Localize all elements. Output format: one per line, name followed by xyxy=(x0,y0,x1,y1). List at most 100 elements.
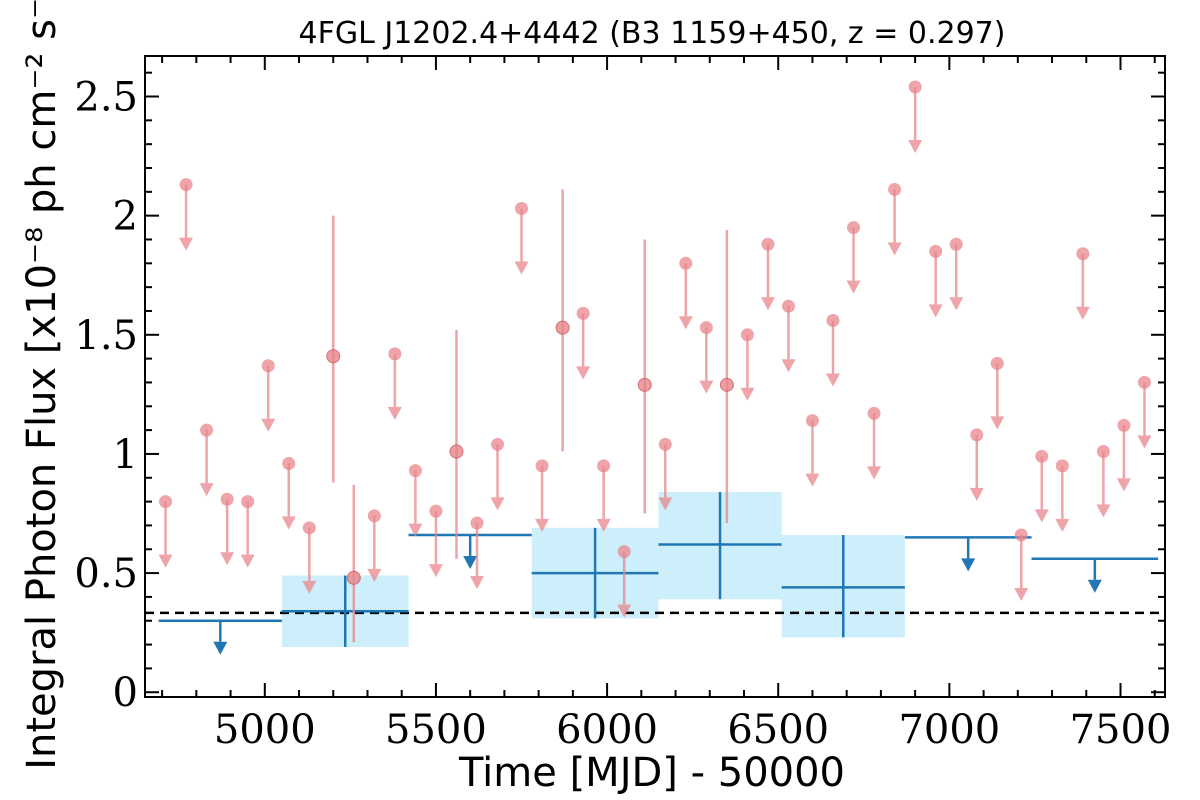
monthly-upper-limit-arrow xyxy=(781,306,796,373)
monthly-detection-point xyxy=(637,377,652,392)
monthly-upper-limit-arrow xyxy=(658,444,673,511)
upper-limit-arrowhead xyxy=(1096,504,1111,518)
upper-limit-arrowhead xyxy=(846,280,861,294)
monthly-upper-limit-arrow xyxy=(220,499,235,566)
plot-frame xyxy=(144,55,1166,698)
upper-limit-arrowhead xyxy=(158,554,173,568)
upper-limit-arrowhead xyxy=(428,564,443,578)
monthly-upper-limit-arrow xyxy=(490,444,505,511)
monthly-upper-limit-arrow xyxy=(825,320,840,387)
yearly-upper-limit-arrow xyxy=(1087,558,1102,593)
monthly-detection xyxy=(719,229,734,524)
monthly-upper-limit-arrow xyxy=(179,184,194,251)
monthly-upper-limit-arrow xyxy=(969,434,984,501)
monthly-upper-limit-arrow xyxy=(1096,451,1111,518)
monthly-upper-limit-arrow xyxy=(740,334,755,401)
upper-limit-arrowhead xyxy=(240,554,255,568)
monthly-upper-limit-arrow xyxy=(387,353,402,420)
upper-limit-arrowhead xyxy=(408,523,423,537)
monthly-upper-limit-arrow xyxy=(470,523,485,590)
monthly-upper-limit-arrow xyxy=(699,327,714,394)
monthly-upper-limit-arrow xyxy=(1055,465,1070,532)
upper-limit-arrowhead xyxy=(576,366,591,380)
upper-limit-arrowhead xyxy=(367,568,382,582)
x-tick-label: 5500 xyxy=(385,707,487,753)
monthly-detection-point xyxy=(346,570,361,585)
monthly-upper-limit-arrow xyxy=(678,263,693,330)
upper-limit-arrowhead xyxy=(867,466,882,480)
x-tick-label: 7500 xyxy=(1070,707,1172,753)
monthly-detection xyxy=(346,484,361,643)
upper-limit-arrowhead xyxy=(887,242,902,256)
yearly-detection xyxy=(531,527,659,619)
monthly-upper-limit-arrow xyxy=(428,511,443,578)
y-tick-label: 0 xyxy=(113,670,138,716)
upper-limit-arrowhead xyxy=(596,518,611,532)
upper-limit-arrowhead xyxy=(387,406,402,420)
plot-area: 5000 5500 6000 6500 7000 7500 0 0.5 1 1.5 2 2.5 xyxy=(74,55,1172,753)
upper-limit-arrowhead xyxy=(220,552,235,566)
monthly-upper-limit-arrow xyxy=(1075,253,1090,320)
x-tick-label: 5000 xyxy=(214,707,316,753)
y-tick-label: 2 xyxy=(113,194,138,240)
upper-limit-arrowhead xyxy=(302,580,317,594)
upper-limit-arrowhead xyxy=(535,518,550,532)
monthly-upper-limit-arrow xyxy=(846,227,861,294)
monthly-detection xyxy=(555,189,570,452)
monthly-upper-limit-arrow xyxy=(302,527,317,594)
upper-limit-arrowhead xyxy=(740,387,755,401)
upper-limit-arrowhead xyxy=(969,487,984,501)
upper-limit-arrowhead xyxy=(1034,509,1049,523)
upper-limit-arrowhead xyxy=(1075,306,1090,320)
upper-limit-arrowhead xyxy=(928,304,943,318)
monthly-detection-point xyxy=(719,377,734,392)
monthly-upper-limit-arrow xyxy=(514,208,529,275)
upper-limit-arrowhead xyxy=(199,483,214,497)
monthly-upper-limit-arrow xyxy=(928,251,943,318)
monthly-upper-limit-arrow xyxy=(1034,456,1049,523)
upper-limit-arrowhead xyxy=(760,297,775,311)
upper-limit-arrowhead xyxy=(261,418,276,432)
upper-limit-arrowhead xyxy=(617,604,632,618)
y-tick-label: 1.5 xyxy=(74,313,138,359)
upper-limit-arrowhead xyxy=(1137,435,1152,449)
y-tick-label: 1 xyxy=(113,432,138,478)
monthly-upper-limit-arrow xyxy=(867,413,882,480)
monthly-upper-limit-arrow xyxy=(1137,382,1152,449)
upper-limit-arrowhead xyxy=(825,373,840,387)
monthly-upper-limit-arrow xyxy=(805,420,820,487)
monthly-upper-limit-arrow xyxy=(760,244,775,311)
monthly-upper-limit-arrow xyxy=(158,501,173,568)
monthly-detection xyxy=(326,215,341,483)
yearly-upper-limit-arrow xyxy=(213,620,228,655)
monthly-upper-limit-arrow xyxy=(990,363,1005,430)
upper-limit-arrowhead xyxy=(1116,478,1131,492)
monthly-upper-limit-arrow xyxy=(199,430,214,497)
upper-limit-arrowhead xyxy=(1087,579,1102,593)
upper-limit-arrowhead xyxy=(658,497,673,511)
upper-limit-arrowhead xyxy=(1014,587,1029,601)
monthly-detection xyxy=(449,330,464,559)
chart-title: 4FGL J1202.4+4442 (B3 1159+450, z = 0.29… xyxy=(299,16,1006,51)
upper-limit-arrowhead xyxy=(678,316,693,330)
monthly-upper-limit-arrow xyxy=(576,313,591,380)
monthly-detection xyxy=(637,239,652,514)
monthly-upper-limit-arrow xyxy=(535,465,550,532)
monthly-detection-point xyxy=(555,320,570,335)
monthly-detection-point xyxy=(326,349,341,364)
monthly-upper-limit-arrow xyxy=(240,501,255,568)
upper-limit-arrowhead xyxy=(805,473,820,487)
upper-limit-arrowhead xyxy=(908,139,923,153)
upper-limit-arrowhead xyxy=(470,576,485,590)
monthly-upper-limit-arrow xyxy=(1014,534,1029,601)
y-tick-label: 2.5 xyxy=(74,75,138,121)
yearly-detection xyxy=(281,575,409,647)
monthly-upper-limit-arrow xyxy=(596,465,611,532)
upper-limit-arrowhead xyxy=(699,380,714,394)
yearly-detection xyxy=(658,492,782,600)
monthly-upper-limit-arrow xyxy=(1116,425,1131,492)
monthly-upper-limit-arrow xyxy=(261,365,276,432)
monthly-upper-limit-arrow xyxy=(887,189,902,256)
monthly-upper-limit-arrow xyxy=(908,86,923,153)
